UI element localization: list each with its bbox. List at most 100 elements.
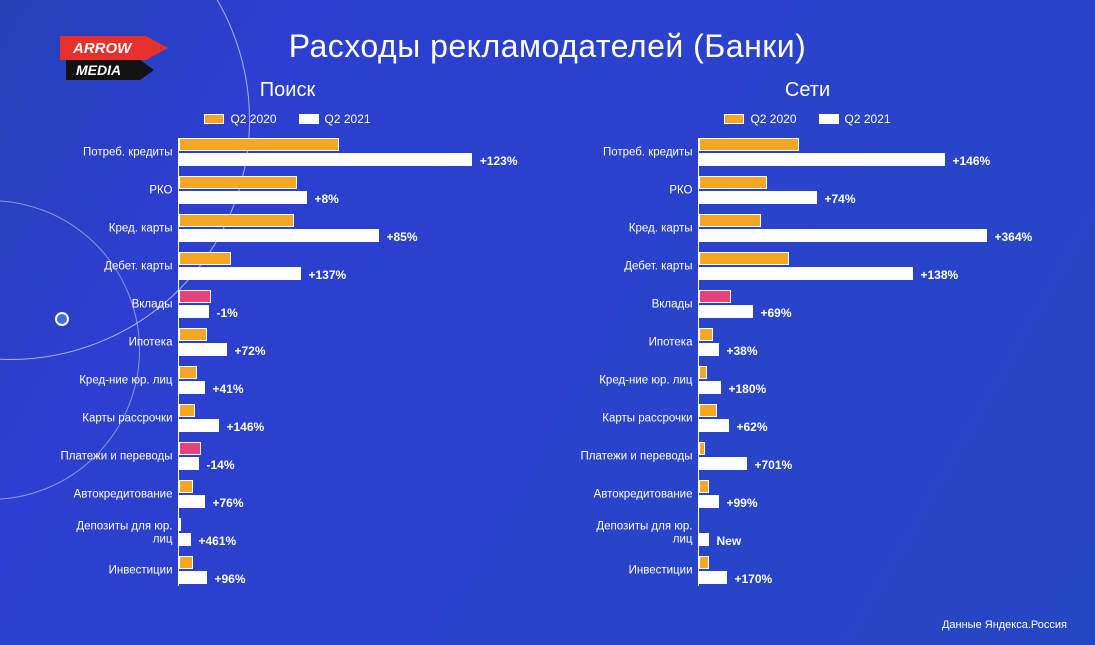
bar-q2020 [179,138,339,151]
legend-item: Q2 2021 [299,112,371,126]
decorative-dot [55,312,69,326]
category-label: Дебет. карты [58,261,173,274]
legend-swatch [724,114,744,124]
chart-row: Кред-ние юр. лиц+41% [179,366,518,396]
change-label: +138% [921,268,959,282]
bar-q2020 [179,404,195,417]
bar-q2020 [179,290,211,303]
bar-q2020 [699,328,713,341]
bar-q2020 [699,290,731,303]
change-label: +461% [199,534,237,548]
bar-q2021 [179,495,205,508]
legend-label: Q2 2021 [325,112,371,126]
change-label: +180% [729,382,767,396]
chart-rows: Потреб. кредиты+123%РКО+8%Кред. карты+85… [178,138,518,586]
change-label: +170% [735,572,773,586]
charts-container: ПоискQ2 2020Q2 2021Потреб. кредиты+123%Р… [0,79,1095,594]
bar-q2020 [699,214,761,227]
legend: Q2 2020 Q2 2021 [578,112,1038,126]
bar-q2020 [179,518,181,531]
category-label: Дебет. карты [578,261,693,274]
bar-q2021 [699,419,729,432]
bar-q2021 [179,267,301,280]
change-label: +72% [235,344,266,358]
bar-q2020 [699,366,707,379]
logo: ARROW MEDIA [60,32,170,95]
change-label: +123% [480,154,518,168]
category-label: Инвестиции [58,565,173,578]
bar-q2021 [699,153,945,166]
chart-row: Карты рассрочки+146% [179,404,518,434]
bar-q2021 [179,381,205,394]
chart-row: Кред. карты+364% [699,214,1038,244]
bar-q2021 [699,343,719,356]
change-label: +85% [387,230,418,244]
change-label: +69% [761,306,792,320]
svg-text:ARROW: ARROW [72,40,133,57]
category-label: Вклады [58,299,173,312]
category-label: Карты рассрочки [58,413,173,426]
bar-q2021 [179,533,191,546]
chart-row: Платежи и переводы-14% [179,442,518,472]
chart-row: Вклады+69% [699,290,1038,320]
chart-row: Ипотека+38% [699,328,1038,358]
bar-q2020 [179,214,294,227]
chart-rows: Потреб. кредиты+146%РКО+74%Кред. карты+3… [698,138,1038,586]
change-label: +38% [727,344,758,358]
chart-row: Автокредитование+76% [179,480,518,510]
chart-row: Депозиты для юр. лиц+461% [179,518,518,548]
category-label: Платежи и переводы [578,451,693,464]
bar-q2020 [699,480,709,493]
chart-row: Инвестиции+96% [179,556,518,586]
bar-q2020 [179,252,231,265]
category-label: РКО [58,185,173,198]
category-label: Инвестиции [578,565,693,578]
bar-q2020 [179,176,297,189]
chart-row: Карты рассрочки+62% [699,404,1038,434]
chart-row: Дебет. карты+137% [179,252,518,282]
bar-q2021 [179,343,227,356]
legend-swatch [819,114,839,124]
category-label: Автокредитование [58,489,173,502]
legend-item: Q2 2020 [724,112,796,126]
legend-swatch [299,114,319,124]
category-label: Автокредитование [578,489,693,502]
chart-row: Вклады-1% [179,290,518,320]
chart-network: Сети Q2 2020 Q2 2021 Потреб. кредиты+146%РК… [578,79,1038,594]
chart-title: Сети [578,79,1038,102]
chart-row: Платежи и переводы+701% [699,442,1038,472]
change-label: +74% [825,192,856,206]
category-label: РКО [578,185,693,198]
chart-row: Кред. карты+85% [179,214,518,244]
bar-q2021 [699,571,727,584]
change-label: -14% [207,458,235,472]
bar-q2021 [179,457,199,470]
bar-q2021 [179,153,472,166]
bar-q2020 [179,480,193,493]
category-label: Депозиты для юр. лиц [58,520,173,545]
chart-row: Кред-ние юр. лиц+180% [699,366,1038,396]
legend-item: Q2 2021 [819,112,891,126]
change-label: +41% [213,382,244,396]
bar-q2020 [699,442,705,455]
change-label: +96% [215,572,246,586]
category-label: Ипотека [58,337,173,350]
bar-q2021 [699,457,747,470]
chart-row: Депозиты для юр. лицNew [699,518,1038,548]
category-label: Карты рассрочки [578,413,693,426]
category-label: Кред-ние юр. лиц [58,375,173,388]
chart-row: РКО+8% [179,176,518,206]
bar-q2020 [179,556,193,569]
bar-q2020 [179,366,197,379]
bar-q2021 [179,191,307,204]
bar-q2021 [179,419,219,432]
bar-q2021 [699,495,719,508]
change-label: +137% [309,268,347,282]
change-label: New [717,534,742,548]
bar-q2020 [699,252,789,265]
svg-text:MEDIA: MEDIA [76,62,121,78]
change-label: +146% [227,420,265,434]
chart-row: Инвестиции+170% [699,556,1038,586]
category-label: Кред-ние юр. лиц [578,375,693,388]
bar-q2021 [699,229,987,242]
